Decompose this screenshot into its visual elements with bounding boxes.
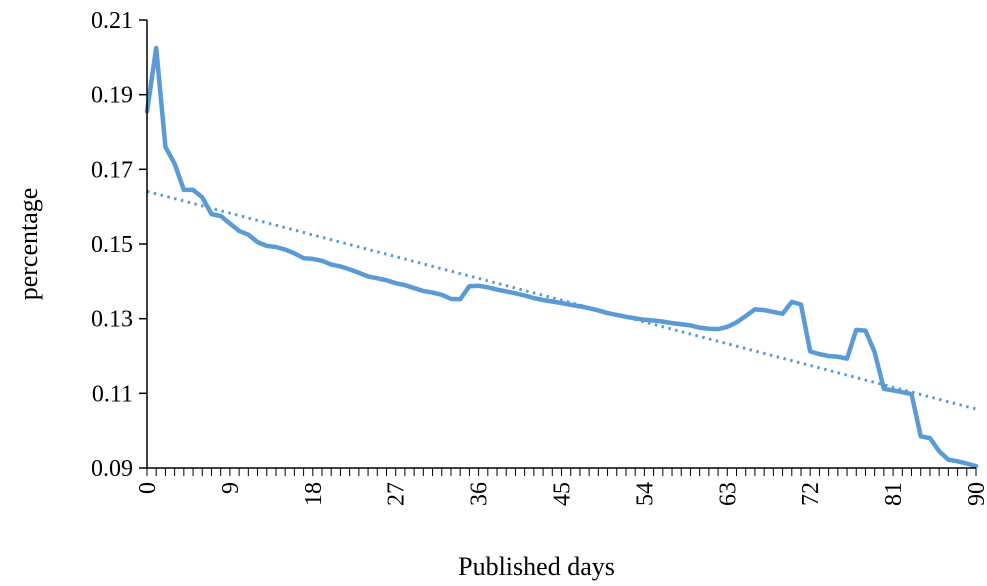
- y-tick-label: 0.21: [91, 8, 133, 34]
- x-tick-label: 27: [384, 482, 410, 506]
- x-tick-label: 54: [632, 482, 658, 506]
- x-minor-ticks: [146, 468, 977, 476]
- y-ticks: [139, 19, 147, 469]
- y-tick-label: 0.15: [91, 232, 133, 258]
- x-tick-labels: 0 9 18 27 36 45 54 63 72 81 90: [135, 482, 987, 506]
- x-tick-label: 0: [135, 482, 161, 494]
- y-tick-label: 0.17: [91, 157, 133, 183]
- x-tick-label: 63: [715, 482, 741, 506]
- series-line: [144, 45, 979, 469]
- series-layer: [144, 45, 979, 469]
- x-tick-label: 36: [467, 482, 493, 506]
- y-tick-label: 0.13: [91, 307, 133, 333]
- x-tick-label: 18: [301, 482, 327, 506]
- x-tick-label: 90: [964, 482, 987, 506]
- y-tick-label: 0.09: [91, 456, 133, 482]
- y-tick-labels: 0.09 0.11 0.13 0.15 0.17 0.19 0.21: [91, 8, 133, 482]
- y-axis-title: percentage: [14, 188, 43, 301]
- x-tick-label: 72: [798, 482, 824, 506]
- y-tick-label: 0.11: [92, 381, 133, 407]
- x-tick-label: 9: [218, 482, 244, 494]
- x-tick-label: 45: [550, 482, 576, 506]
- y-tick-label: 0.19: [91, 83, 133, 109]
- x-axis-title: Published days: [458, 552, 615, 581]
- x-tick-label: 81: [881, 482, 907, 506]
- trendline: [146, 189, 977, 411]
